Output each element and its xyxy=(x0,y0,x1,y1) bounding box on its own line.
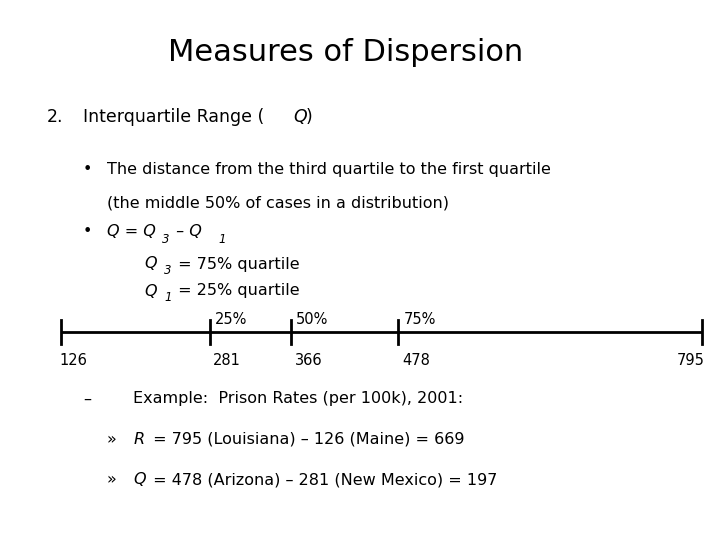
Text: – Q: – Q xyxy=(171,224,202,239)
Text: = 795 (Louisiana) – 126 (Maine) = 669: = 795 (Louisiana) – 126 (Maine) = 669 xyxy=(148,432,464,447)
Text: Q: Q xyxy=(144,284,157,299)
Text: 126: 126 xyxy=(59,353,87,368)
Text: •: • xyxy=(83,224,92,239)
Text: 75%: 75% xyxy=(403,312,436,327)
Text: 2.: 2. xyxy=(47,108,63,126)
Text: Measures of Dispersion: Measures of Dispersion xyxy=(168,38,523,67)
Text: 795: 795 xyxy=(676,353,704,368)
Text: 366: 366 xyxy=(294,353,323,368)
Text: Q: Q xyxy=(294,108,307,126)
Text: Q: Q xyxy=(144,256,157,272)
Text: 281: 281 xyxy=(213,353,241,368)
Text: = 75% quartile: = 75% quartile xyxy=(173,256,300,272)
Text: The distance from the third quartile to the first quartile: The distance from the third quartile to … xyxy=(107,162,550,177)
Text: 478: 478 xyxy=(402,353,430,368)
Text: Example:  Prison Rates (per 100k), 2001:: Example: Prison Rates (per 100k), 2001: xyxy=(133,392,464,407)
Text: Interquartile Range (: Interquartile Range ( xyxy=(83,108,264,126)
Text: 1: 1 xyxy=(218,233,225,246)
Text: Q: Q xyxy=(133,472,146,488)
Text: »: » xyxy=(107,472,117,488)
Text: = 478 (Arizona) – 281 (New Mexico) = 197: = 478 (Arizona) – 281 (New Mexico) = 197 xyxy=(148,472,497,488)
Text: »: » xyxy=(107,432,117,447)
Text: 3: 3 xyxy=(164,264,171,277)
Text: ): ) xyxy=(305,108,312,126)
Text: R: R xyxy=(133,432,144,447)
Text: 25%: 25% xyxy=(215,312,247,327)
Text: –: – xyxy=(83,392,91,407)
Text: = 25% quartile: = 25% quartile xyxy=(173,284,300,299)
Text: Q = Q: Q = Q xyxy=(107,224,156,239)
Text: 50%: 50% xyxy=(296,312,328,327)
Text: 3: 3 xyxy=(162,233,169,246)
Text: (the middle 50% of cases in a distribution): (the middle 50% of cases in a distributi… xyxy=(107,195,449,211)
Text: •: • xyxy=(83,162,92,177)
Text: 1: 1 xyxy=(164,291,171,304)
